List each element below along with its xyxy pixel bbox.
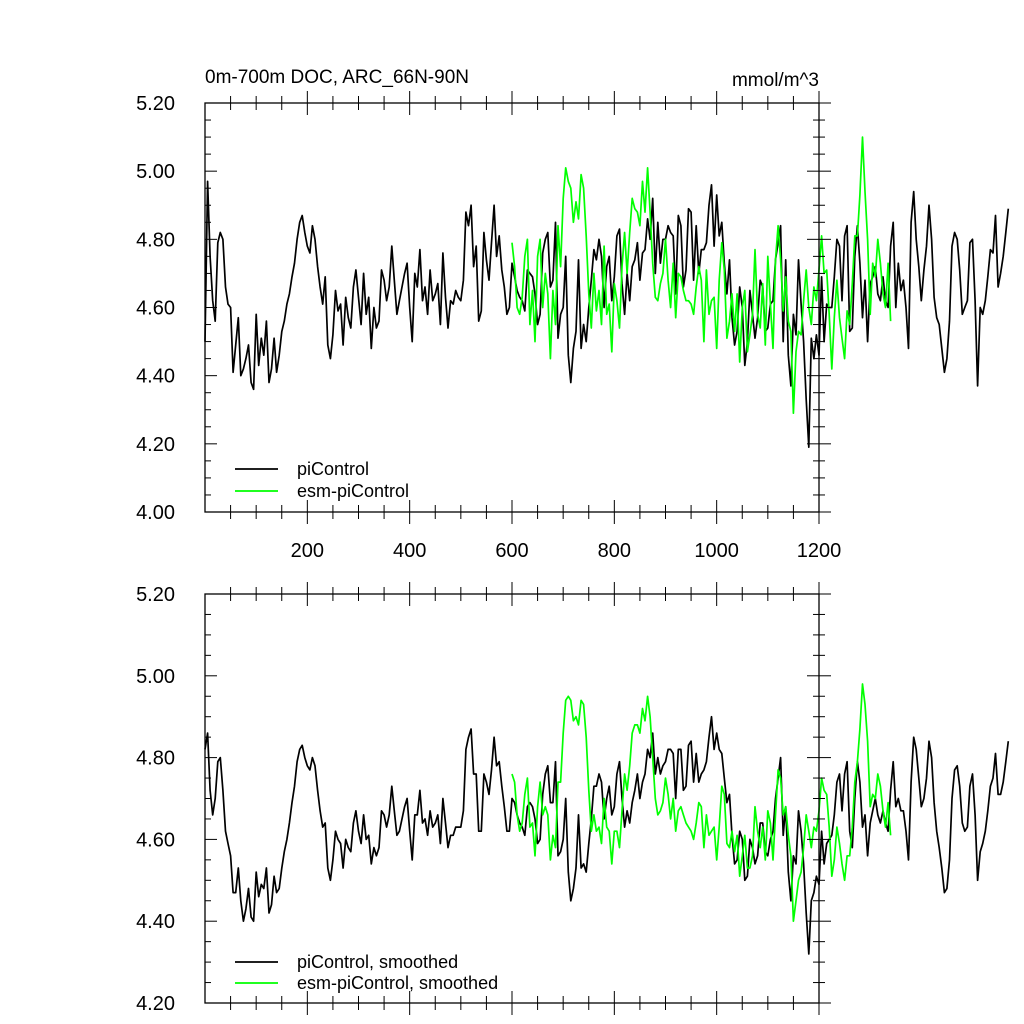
top-chart-title: 0m-700m DOC, ARC_66N-90N xyxy=(205,67,469,88)
top-chart-units: mmol/m^3 xyxy=(732,70,819,91)
top-chart: 0m-700m DOC, ARC_66N-90N mmol/m^3 4.00 4.… xyxy=(136,67,1010,562)
bottom-chart: 4.20 4.40 4.60 4.80 5.00 5.20 piControl, smoo… xyxy=(136,582,1010,1015)
top-series-line-esm-picontrol xyxy=(511,136,892,415)
bottom-y-tick-label: 4.80 xyxy=(136,748,175,770)
legend-label-picontrol-smoothed: piControl, smoothed xyxy=(297,952,458,972)
bottom-chart-legend: piControl, smoothed esm-piControl, smoot… xyxy=(235,952,498,993)
bottom-series-line-picontrol-smoothed xyxy=(204,715,1010,955)
top-x-tick-label: 600 xyxy=(495,540,528,562)
top-y-tick-label: 4.40 xyxy=(136,366,175,388)
top-y-tick-label: 4.80 xyxy=(136,229,175,251)
bottom-y-tick-label: 5.20 xyxy=(136,584,175,606)
top-chart-legend: piControl esm-piControl xyxy=(235,459,409,501)
top-x-tick-label: 1200 xyxy=(797,540,842,562)
bottom-y-tick-label: 5.00 xyxy=(136,666,175,688)
top-chart-plot-frame xyxy=(204,102,820,513)
bottom-y-tick-label: 4.20 xyxy=(136,993,175,1015)
top-y-tick-label: 5.20 xyxy=(136,93,175,115)
top-y-tick-label: 4.60 xyxy=(136,298,175,320)
legend-label-esm-picontrol-smoothed: esm-piControl, smoothed xyxy=(297,973,498,993)
top-y-tick-label: 5.00 xyxy=(136,161,175,183)
bottom-series-line-esm-picontrol-smoothed xyxy=(511,683,892,923)
legend-label-esm-picontrol: esm-piControl xyxy=(297,481,409,501)
top-x-tick-label: 1000 xyxy=(694,540,739,562)
bottom-y-tick-label: 4.60 xyxy=(136,829,175,851)
top-y-tick-label: 4.20 xyxy=(136,434,175,456)
bottom-y-tick-label: 4.40 xyxy=(136,911,175,933)
legend-label-picontrol: piControl xyxy=(297,459,369,479)
bottom-chart-plot-frame xyxy=(204,593,820,1004)
top-x-tick-label: 800 xyxy=(598,540,631,562)
top-x-tick-label: 200 xyxy=(291,540,324,562)
top-y-tick-label: 4.00 xyxy=(136,502,175,524)
top-x-tick-label: 400 xyxy=(393,540,426,562)
